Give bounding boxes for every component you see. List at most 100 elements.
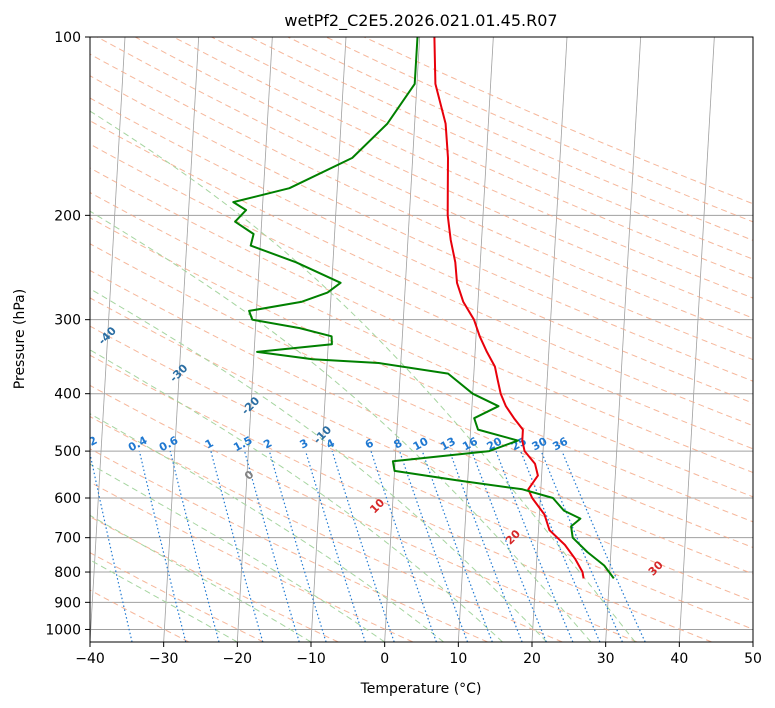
mixing-ratio-line — [331, 450, 395, 642]
mixing-ratio-label: 1 — [203, 436, 216, 451]
moist-adiabat-line — [90, 349, 503, 642]
x-tick-label: 30 — [597, 651, 615, 667]
mixing-ratio-label: 25 — [509, 435, 529, 454]
mixing-ratio-line — [421, 450, 493, 642]
mixing-ratio-label: 0.2 — [76, 434, 99, 455]
mixing-ratio-label: 3 — [298, 436, 311, 451]
mixing-ratio-label: 10 — [411, 435, 431, 454]
isotherm-line — [457, 37, 494, 642]
y-tick-label: 600 — [54, 491, 81, 507]
y-tick-label: 500 — [54, 444, 81, 460]
y-axis: 100 200 300 400 500 600 700 800 900 1000 — [45, 30, 90, 638]
mixing-ratio-label: 2 — [261, 436, 274, 451]
isotherm-line — [384, 37, 421, 642]
mixing-ratio-line — [370, 450, 437, 642]
mixing-ratio-line — [399, 450, 469, 642]
dry-adiabat-line — [90, 297, 753, 602]
mixing-ratio-line — [268, 450, 327, 642]
isotherm-line — [90, 37, 126, 642]
dry-adiabat-line — [90, 243, 753, 549]
x-tick-label: −10 — [296, 651, 326, 667]
x-tick-label: −40 — [75, 651, 105, 667]
mixing-ratio-line — [520, 450, 601, 642]
y-tick-label: 1000 — [45, 622, 81, 638]
isotherm-line — [531, 37, 568, 642]
mixing-ratio-line — [471, 450, 547, 642]
mixing-ratio-label: 8 — [392, 436, 405, 451]
x-tick-label: 0 — [380, 651, 389, 667]
mixing-ratio-line — [495, 450, 574, 642]
x-tick-label: 20 — [523, 651, 541, 667]
dry-adiabat-line — [90, 481, 414, 642]
y-tick-label: 700 — [54, 531, 81, 547]
isotherm-label: 0 — [242, 468, 257, 483]
dry-adiabat-line — [90, 97, 753, 404]
dry-adiabat-line — [211, 37, 753, 279]
mixing-ratio-label: 16 — [460, 435, 480, 454]
dry-adiabat-line — [325, 37, 753, 223]
dry-adiabat-line — [135, 37, 753, 319]
plot-frame — [89, 36, 754, 643]
moist-adiabat-line — [90, 413, 444, 642]
moist-adiabat-line — [90, 463, 385, 642]
x-tick-label: −30 — [149, 651, 179, 667]
isotherm-label: -30 — [167, 361, 190, 384]
isotherm-label: 10 — [367, 496, 387, 516]
isotherm-line — [605, 37, 642, 642]
y-tick-label: 200 — [54, 208, 81, 224]
moist-adiabat-line — [90, 559, 238, 642]
mixing-ratio-label: 20 — [485, 435, 505, 454]
y-tick-label: 300 — [54, 313, 81, 329]
y-axis-label: Pressure (hPa) — [12, 289, 28, 389]
mixing-ratio-line — [305, 450, 366, 642]
dry-adiabat-line — [90, 192, 753, 498]
isotherm-label: -40 — [96, 324, 119, 347]
mixing-ratio-line — [561, 450, 646, 642]
mixing-ratio-label: 0.1 — [29, 434, 52, 455]
y-tick-label: 100 — [54, 30, 81, 46]
dry-adiabat-line — [90, 53, 753, 361]
x-tick-label: 50 — [744, 651, 762, 667]
chart-title: wetPf2_C2E5.2026.021.01.45.R07 — [284, 11, 557, 31]
mixing-ratio-label: 13 — [438, 435, 458, 454]
dry-adiabat-line — [90, 75, 753, 382]
isotherm-line — [752, 635, 753, 642]
moist-adiabat-line — [90, 288, 548, 642]
dry-adiabat-line — [90, 354, 712, 642]
mixing-ratio-label: 30 — [530, 435, 550, 454]
dry-adiabat-line — [90, 589, 190, 642]
dry-adiabat-line — [90, 415, 563, 642]
profile-lines — [232, 37, 615, 579]
y-tick-label: 800 — [54, 565, 81, 581]
mixing-ratio-line — [244, 450, 300, 642]
isotherm-label: 20 — [503, 527, 523, 547]
isotherm-line — [678, 37, 715, 642]
background-lines — [90, 37, 753, 642]
x-tick-label: −20 — [223, 651, 253, 667]
x-axis-label: Temperature (°C) — [360, 681, 482, 697]
dry-adiabat-line — [96, 37, 753, 340]
dry-adiabat-line — [90, 552, 264, 642]
dry-adiabat-line — [90, 448, 488, 642]
temperature-profile-line — [433, 37, 585, 579]
isotherm-line — [236, 37, 273, 642]
mixing-ratio-line — [169, 450, 220, 642]
dry-adiabat-line — [90, 269, 753, 575]
mixing-ratio-line — [449, 450, 523, 642]
x-tick-label: 40 — [670, 651, 688, 667]
isotherm-label: 30 — [646, 558, 666, 578]
isotherm-line — [163, 37, 200, 642]
y-tick-label: 900 — [54, 595, 81, 611]
dewpoint-profile-line — [232, 37, 615, 579]
dry-adiabat-line — [90, 325, 753, 630]
mixing-ratio-line — [540, 450, 623, 642]
x-tick-label: 10 — [449, 651, 467, 667]
x-axis: −40 −30 −20 −10 0 10 20 30 40 50 — [75, 642, 762, 667]
mixing-ratio-line — [90, 451, 133, 642]
dry-adiabat-line — [90, 384, 638, 642]
dry-adiabat-line — [90, 167, 753, 474]
moist-adiabat-line — [90, 210, 592, 642]
moist-adiabat-line — [90, 514, 312, 642]
